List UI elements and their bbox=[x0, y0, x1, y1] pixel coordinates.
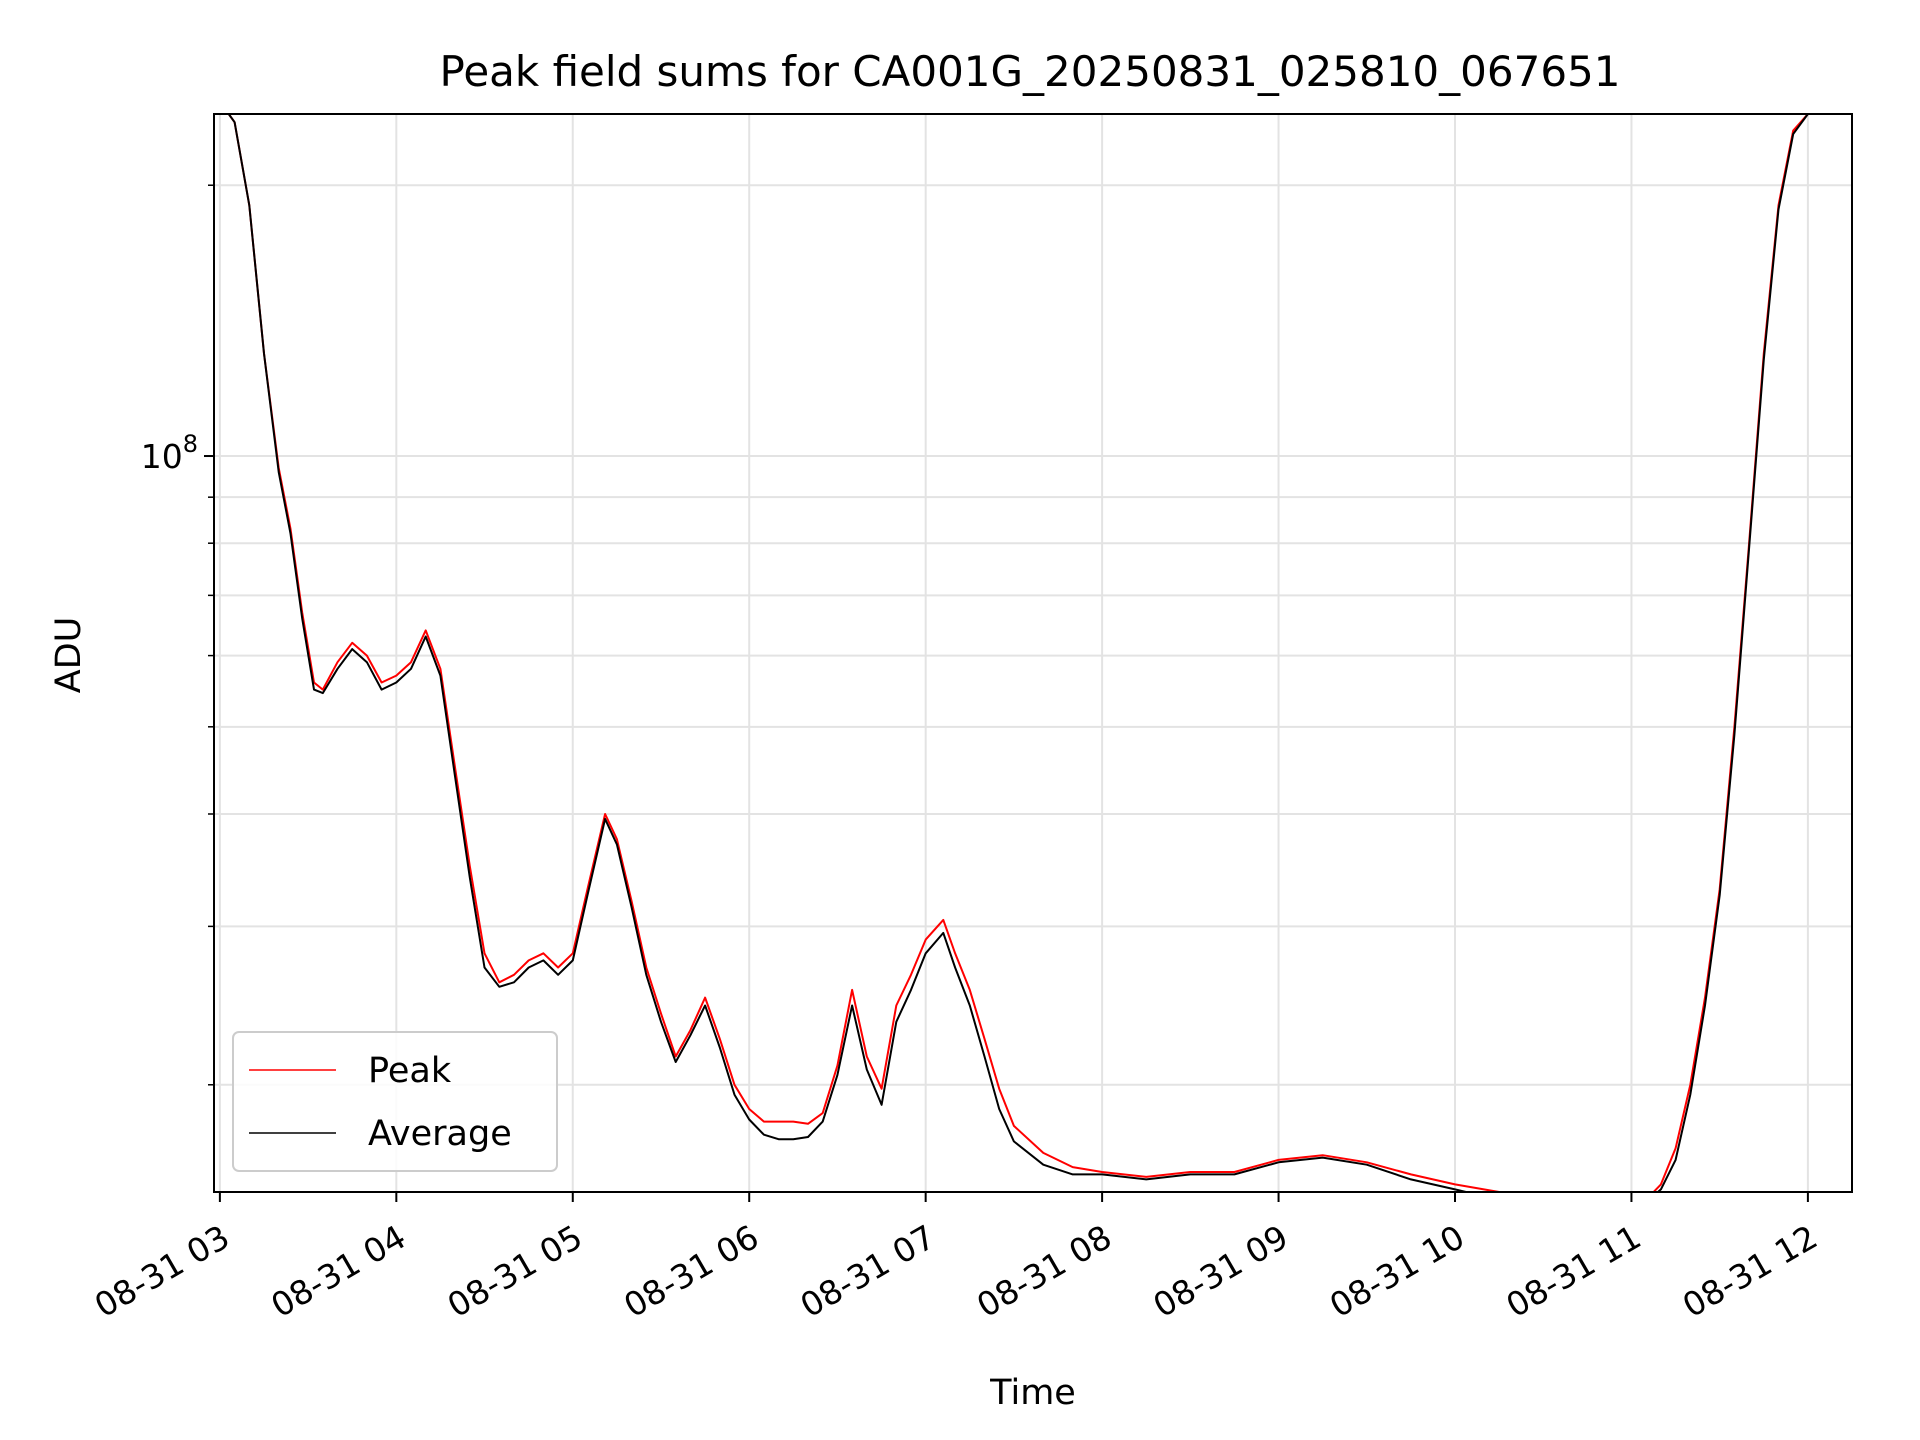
y-axis-label: ADU bbox=[49, 617, 89, 694]
y-tick-label: 108 bbox=[141, 430, 198, 476]
chart-title: Peak field sums for CA001G_20250831_0258… bbox=[439, 47, 1620, 96]
grid-lines bbox=[214, 114, 1852, 1192]
plot-frame bbox=[213, 113, 1853, 1193]
legend-label-peak: Peak bbox=[368, 1051, 452, 1091]
series-line-peak bbox=[227, 114, 1809, 1192]
series-line-average bbox=[227, 114, 1809, 1192]
series-layer bbox=[227, 114, 1809, 1192]
legend-label-average: Average bbox=[368, 1114, 512, 1154]
y-tick-label-base: 10 bbox=[141, 437, 183, 476]
y-tick-label-exponent: 8 bbox=[183, 430, 198, 458]
legend-box bbox=[232, 1031, 558, 1172]
x-axis-label: Time bbox=[989, 1373, 1076, 1413]
legend: Peak Average bbox=[232, 1031, 558, 1172]
y-axis-ticks: 108 bbox=[141, 184, 214, 1086]
